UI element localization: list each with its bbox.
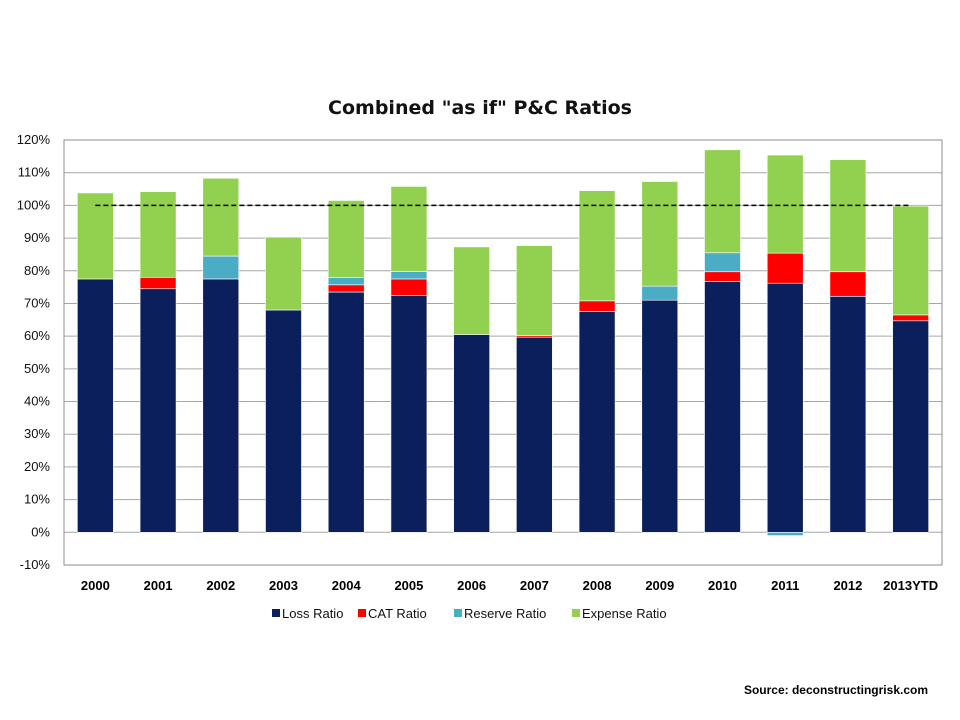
plot-area-border [63,139,943,566]
bar-expense-ratio-2009 [641,181,679,287]
bar-loss-ratio-2002 [202,278,240,533]
bar-loss-ratio-2013YTD [892,320,929,533]
y-tick-label: 20% [24,459,50,474]
bar-loss-ratio-2010 [704,281,741,533]
bar-loss-ratio-2011 [766,282,804,533]
legend: Loss Ratio CAT Ratio Reserve Ratio Expense … [272,606,667,621]
bar-expense-ratio-2002 [202,177,240,257]
bar-reserve-ratio-2004 [327,277,365,286]
x-tick-label: 2000 [81,578,110,593]
bar-cat-ratio-2005 [390,278,428,296]
x-tick-label: 2001 [144,578,173,593]
bar-loss-ratio-2001 [139,288,177,533]
bar-expense-ratio-2005 [390,186,428,272]
y-tick-label: 10% [24,492,50,507]
y-tick-label: 60% [24,328,50,343]
bar-cat-ratio-2004 [327,284,365,293]
bar-cat-ratio-2013YTD [892,314,929,322]
y-axis: -10% 0% 10% 20% 30% 40% 50% 60% 70% 80% 90% 100% 110… [17,132,51,572]
legend-swatch [454,609,462,617]
bar-expense-ratio-2010 [704,149,741,254]
bar-expense-ratio-2011 [766,154,804,254]
x-tick-label: 2007 [520,578,549,593]
bar-expense-ratio-2004 [327,200,365,278]
x-tick-label: 2002 [206,578,235,593]
x-tick-label: 2003 [269,578,298,593]
x-tick-label: 2011 [771,578,799,593]
bar-loss-ratio-2007 [516,336,553,533]
y-tick-label: 70% [24,295,50,310]
y-tick-label: 40% [24,394,50,409]
legend-label: Reserve Ratio [464,606,546,621]
bar-cat-ratio-2010 [704,271,741,282]
bar-expense-ratio-2006 [453,246,490,335]
x-tick-label: 2004 [332,578,362,593]
x-tick-label: 2010 [708,578,737,593]
legend-swatch [272,609,280,617]
bar-reserve-ratio-2009 [641,285,679,301]
y-tick-label: -10% [20,557,51,572]
bar-expense-ratio-2007 [516,245,553,336]
bar-loss-ratio-2009 [641,299,679,533]
gridlines [63,139,943,566]
chart-title: Combined "as if" P&C Ratios [328,97,632,119]
bar-reserve-ratio-2005 [390,271,428,280]
x-axis: 2000 2001 2002 2003 2004 2005 2006 2007 2008 2009… [81,578,938,593]
y-tick-label: 120% [17,132,51,147]
bar-reserve-ratio-2011 [766,532,804,536]
legend-label: CAT Ratio [368,606,427,621]
bar-loss-ratio-2000 [77,278,114,533]
bar-loss-ratio-2004 [327,291,365,533]
bar-loss-ratio-2003 [265,309,302,533]
bar-cat-ratio-2001 [139,277,177,290]
bar-expense-ratio-2012 [829,159,867,273]
x-tick-label: 2013YTD [883,578,938,593]
bar-expense-ratio-2013YTD [892,205,929,316]
source-note: Source: deconstructingrisk.com [744,683,928,697]
legend-label: Loss Ratio [282,606,343,621]
bar-loss-ratio-2012 [829,295,867,533]
bars [77,149,929,536]
bar-reserve-ratio-2010 [704,252,741,273]
bar-expense-ratio-2003 [265,236,302,311]
x-tick-label: 2006 [457,578,486,593]
bar-loss-ratio-2006 [453,334,490,533]
y-tick-label: 90% [24,230,50,245]
y-tick-label: 50% [24,361,50,376]
x-tick-label: 2012 [833,578,862,593]
x-tick-label: 2005 [394,578,423,593]
legend-swatch [358,609,366,617]
bar-loss-ratio-2008 [578,311,616,533]
bar-loss-ratio-2005 [390,294,428,533]
x-tick-label: 2008 [583,578,612,593]
y-tick-label: 0% [31,524,50,539]
bar-expense-ratio-2008 [578,190,616,302]
bar-expense-ratio-2000 [77,192,114,280]
y-tick-label: 30% [24,426,50,441]
legend-label: Expense Ratio [582,606,667,621]
bar-reserve-ratio-2002 [202,255,240,280]
y-tick-label: 80% [24,263,50,278]
x-tick-label: 2009 [645,578,674,593]
bar-cat-ratio-2011 [766,252,804,284]
bar-expense-ratio-2001 [139,191,177,278]
y-tick-label: 100% [17,197,51,212]
bar-cat-ratio-2008 [578,300,616,312]
bar-cat-ratio-2012 [829,271,867,297]
y-tick-label: 110% [18,165,51,180]
legend-swatch [572,609,580,617]
